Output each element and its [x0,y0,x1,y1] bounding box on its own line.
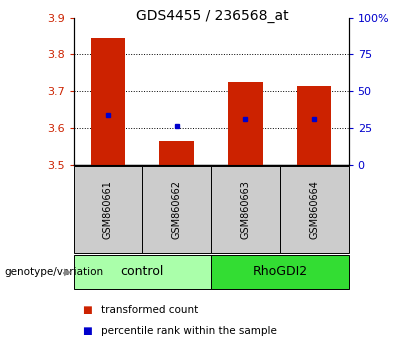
Text: ■: ■ [82,305,92,315]
Text: transformed count: transformed count [101,305,198,315]
Bar [74,255,211,289]
Text: GSM860662: GSM860662 [172,180,182,239]
Bar [142,166,211,253]
Bar [211,166,280,253]
Bar [160,141,194,165]
Text: RhoGDI2: RhoGDI2 [252,265,307,278]
Text: genotype/variation: genotype/variation [4,267,103,277]
Text: ■: ■ [82,326,92,336]
Bar [280,166,349,253]
Bar [74,166,142,253]
Text: GSM860664: GSM860664 [309,180,319,239]
Bar [91,38,125,165]
Bar [297,86,331,165]
Bar [211,255,349,289]
Text: percentile rank within the sample: percentile rank within the sample [101,326,277,336]
Bar [228,82,262,165]
Text: ▶: ▶ [64,267,72,277]
Text: GSM860663: GSM860663 [240,180,250,239]
Text: GDS4455 / 236568_at: GDS4455 / 236568_at [136,9,289,23]
Text: GSM860661: GSM860661 [103,180,113,239]
Text: control: control [121,265,164,278]
